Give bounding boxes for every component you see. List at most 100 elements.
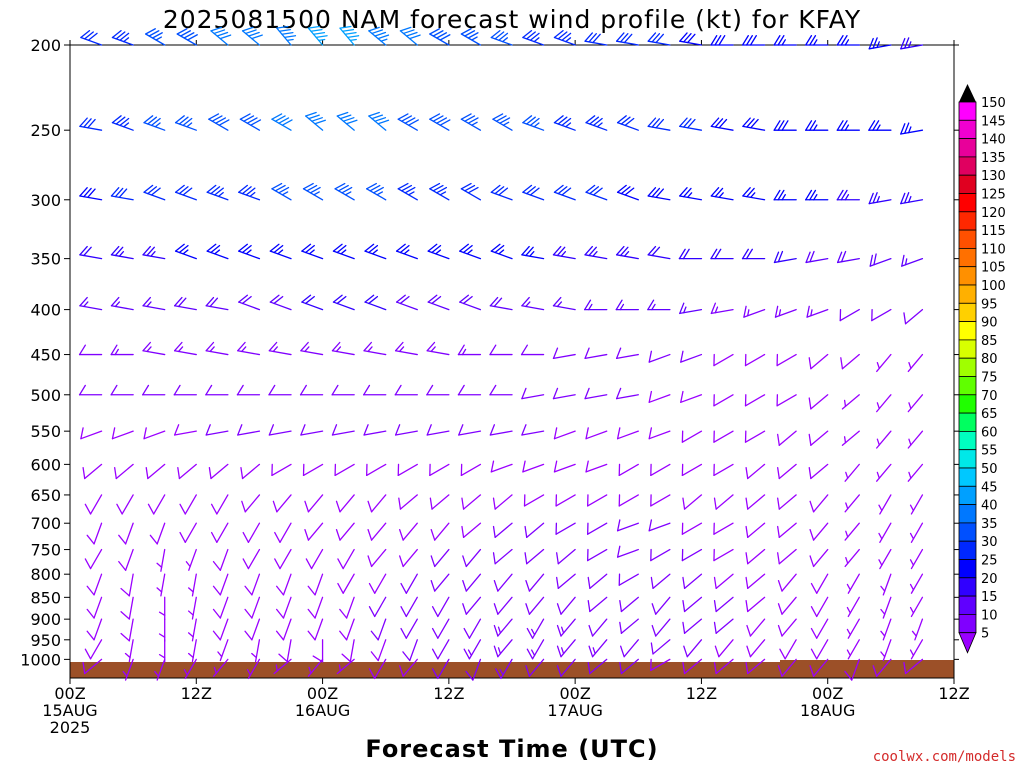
barb-flag [145,466,149,480]
wind-barb [552,347,576,360]
wind-barb [210,26,232,46]
wind-barb [553,427,576,440]
barb-flag [335,528,341,541]
x-tick-label: 2025 [50,718,91,737]
barb-flag [180,30,192,37]
wind-barb [587,573,608,589]
barb-flag [335,500,341,513]
barb-shaft [650,463,671,477]
barb-flag [400,582,407,594]
barb-shaft [310,548,324,570]
barb-flag [426,424,432,436]
colorbar-swatch [958,229,977,249]
barb-shaft [377,618,387,641]
barb-shaft [879,548,892,570]
wind-barb [616,519,639,532]
colorbar-swatch [958,357,977,377]
colorbar-label: 35 [981,517,998,532]
barb-flag [651,246,661,257]
barb-flag [741,248,749,260]
wind-barb [238,184,261,201]
barb-shaft [560,639,576,658]
wind-barb [872,658,892,677]
barb-shaft [616,548,639,558]
wind-barb [240,463,261,480]
wind-barb [587,494,608,507]
barb-flag [241,500,246,513]
barb-shaft [652,639,671,655]
wind-barb [836,250,860,264]
barb-shaft [876,658,892,677]
barb-flag [522,184,533,193]
barb-shaft [526,522,545,539]
barb-shaft [681,430,703,443]
barb-flag [432,184,444,192]
wind-barb [368,658,387,680]
wind-barb [741,34,766,46]
wind-barb [779,639,797,660]
wind-barb [251,639,261,663]
barb-flag [142,245,151,256]
barb-half-flag [186,122,193,128]
barb-half-flag [158,633,166,638]
wind-barb [110,187,134,201]
barb-flag [461,525,465,539]
barb-flag [526,627,534,639]
x-tick-label: 12Z [181,684,212,703]
barb-shaft [397,188,418,201]
barb-shaft [128,639,134,663]
barb-flag [142,341,151,352]
wind-barb [808,353,829,370]
barb-flag [339,114,352,120]
barb-shaft [648,522,671,532]
wind-barb [489,344,513,356]
barb-flag [809,120,817,131]
wind-barb [876,394,892,413]
wind-barb [430,573,450,592]
barb-flag [777,525,780,539]
barb-shaft [184,494,197,515]
colorbar-label: 15 [981,590,998,605]
barb-flag [651,118,661,128]
barb-flag [552,296,562,307]
barb-shaft [427,301,450,311]
barb-flag [682,497,686,510]
wind-barb [809,658,829,677]
colorbar-label: 135 [981,151,1006,166]
barb-flag [742,117,751,128]
wind-barb [844,548,860,568]
barb-flag [872,665,878,677]
wind-barb [149,522,166,545]
barb-shaft [555,522,576,535]
barb-flag [405,31,418,37]
barb-shaft [431,494,450,510]
barb-flag [773,189,781,201]
wind-barb [681,522,703,535]
barb-shaft [173,305,197,311]
wind-barb [331,341,355,356]
wind-barb [339,618,355,641]
barb-shaft [844,463,860,482]
barb-half-flag [714,306,719,314]
wind-barb [650,639,671,655]
barb-half-flag [246,668,252,676]
barb-flag [331,424,338,436]
wind-barb [880,573,892,596]
wind-barb [615,245,639,260]
barb-flag [526,648,534,660]
barb-flag [464,30,476,37]
wind-barb [78,344,103,356]
barb-flag [585,460,589,473]
barb-shaft [489,305,513,311]
wind-barb [212,573,229,596]
wind-barb [651,596,671,615]
barb-flag [374,117,387,122]
barb-flag [526,186,536,195]
barb-flag [364,243,375,252]
barb-shaft [459,301,482,311]
barb-flag [431,668,439,680]
barb-shaft [841,353,860,370]
chart-title: 2025081500 NAM forecast wind profile (kt… [163,5,861,34]
barb-shaft [128,573,134,597]
barb-shaft [402,522,418,541]
